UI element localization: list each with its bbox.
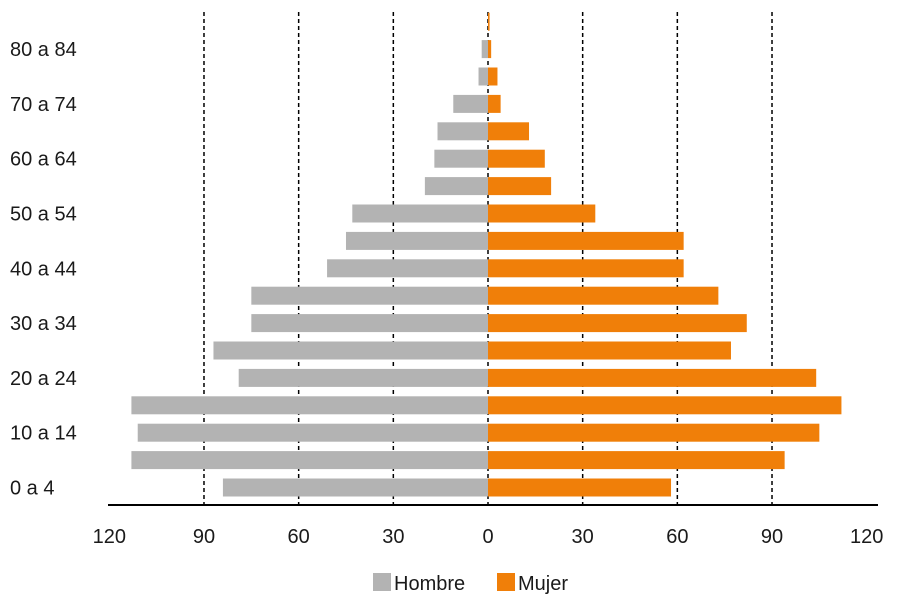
category-label: 10 a 14 [10, 423, 77, 445]
category-label: 40 a 44 [10, 258, 77, 280]
bar-hombre [453, 94, 488, 113]
x-tick-label: 30 [572, 526, 594, 548]
legend-swatch-hombre [373, 573, 391, 591]
bar-mujer [488, 177, 552, 196]
bar-hombre [481, 40, 488, 59]
bar-hombre [352, 204, 488, 223]
bar-hombre [131, 451, 488, 470]
y-axis-category-labels: 0 a 4 10 a 14 20 a 24 30 a 34 40 a 44 50 a 54… [10, 39, 77, 499]
bar-hombre [478, 67, 488, 86]
bar-mujer [488, 341, 731, 360]
bar-hombre [251, 314, 488, 333]
legend: Hombre Mujer [373, 573, 568, 595]
x-tick-label: 30 [382, 526, 404, 548]
bar-mujer [488, 478, 672, 497]
bar-mujer [488, 67, 498, 86]
bar-hombre [213, 341, 488, 360]
bar-mujer [488, 396, 842, 415]
x-tick-label: 60 [288, 526, 310, 548]
bar-hombre [345, 231, 488, 250]
legend-label-mujer: Mujer [518, 573, 568, 595]
bar-mujer [488, 204, 596, 223]
bar-mujer [488, 314, 747, 333]
gridlines [203, 12, 773, 505]
bar-mujer [488, 149, 545, 168]
bar-hombre [437, 122, 488, 141]
x-tick-label: 120 [93, 526, 126, 548]
bars [131, 12, 842, 497]
x-tick-label: 90 [193, 526, 215, 548]
legend-label-hombre: Hombre [394, 573, 465, 595]
x-tick-label: 90 [761, 526, 783, 548]
bar-mujer [488, 451, 785, 470]
bar-hombre [327, 259, 488, 278]
bar-hombre [137, 423, 488, 442]
bar-mujer [488, 423, 820, 442]
bar-hombre [131, 396, 488, 415]
bar-hombre [251, 286, 488, 305]
bar-mujer [488, 12, 490, 31]
category-label: 80 a 84 [10, 39, 77, 61]
legend-swatch-mujer [497, 573, 515, 591]
bar-mujer [488, 94, 501, 113]
bar-mujer [488, 286, 719, 305]
bar-mujer [488, 40, 492, 59]
x-tick-label: 0 [482, 526, 493, 548]
bar-hombre [424, 177, 488, 196]
bar-mujer [488, 231, 684, 250]
category-label: 0 a 4 [10, 478, 54, 500]
bar-hombre [434, 149, 488, 168]
category-label: 60 a 64 [10, 149, 77, 171]
category-label: 70 a 74 [10, 94, 77, 116]
bar-mujer [488, 368, 817, 387]
bar-hombre [222, 478, 488, 497]
bar-hombre [238, 368, 488, 387]
x-axis-tick-labels: 120 90 60 30 0 30 60 90 120 [93, 526, 884, 548]
x-tick-label: 120 [850, 526, 883, 548]
bar-mujer [488, 122, 530, 141]
category-label: 50 a 54 [10, 204, 77, 226]
bar-mujer [488, 259, 684, 278]
category-label: 20 a 24 [10, 368, 77, 390]
x-tick-label: 60 [666, 526, 688, 548]
category-label: 30 a 34 [10, 313, 77, 335]
